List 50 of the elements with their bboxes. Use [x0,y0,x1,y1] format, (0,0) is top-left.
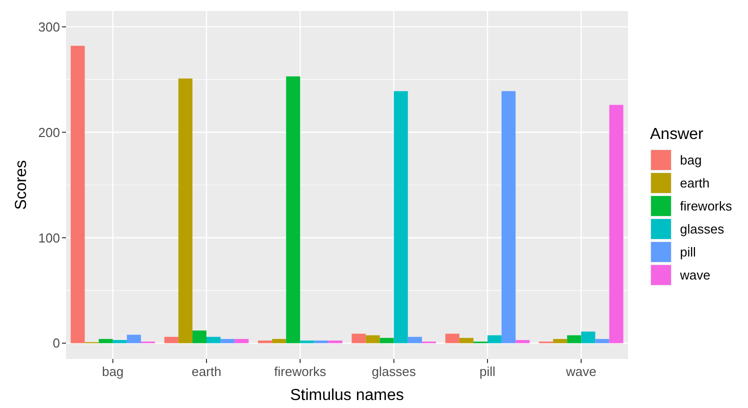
legend-label: bag [680,152,702,168]
bar [380,338,394,344]
bar [178,78,192,344]
bar [300,340,314,344]
x-axis-title: Stimulus names [290,387,404,404]
bar [112,340,127,344]
bar [609,104,624,344]
bar [272,338,286,344]
bar [192,330,206,344]
x-tick-label: fireworks [274,364,327,379]
y-axis-title: Scores [13,160,30,210]
bar [286,76,300,344]
legend-label: glasses [680,222,725,237]
legend-title: Answer [650,126,704,143]
bar [98,338,113,344]
bar [164,336,178,344]
y-tick-label: 300 [38,19,60,34]
legend-label: pill [680,244,696,260]
y-tick-label: 100 [38,230,60,246]
bar [595,338,610,344]
x-tick-label: glasses [372,364,416,379]
x-tick-label: earth [192,364,222,379]
bar [394,91,408,344]
legend-label: earth [680,176,710,191]
bar [581,332,596,344]
bar [553,338,568,344]
y-tick-label: 0 [52,336,60,351]
bar [502,91,516,344]
bar [234,338,249,344]
x-tick-label: wave [564,364,596,379]
bar [126,334,141,344]
bar [408,336,422,344]
bar [206,336,221,344]
x-tick-label: bag [102,364,124,379]
bar [258,340,272,344]
bar [445,334,460,344]
legend-label: fireworks [680,198,733,214]
x-tick-label: pill [480,364,496,379]
bar [220,338,235,344]
bar [314,340,328,344]
bar [488,335,502,344]
bar [352,334,366,344]
bar [70,46,85,344]
bar [516,340,530,344]
bar [459,338,474,344]
legend-label: wave [679,268,710,283]
bar [366,335,380,344]
bar [567,335,582,344]
bar [328,340,342,344]
y-tick-label: 200 [38,124,60,140]
